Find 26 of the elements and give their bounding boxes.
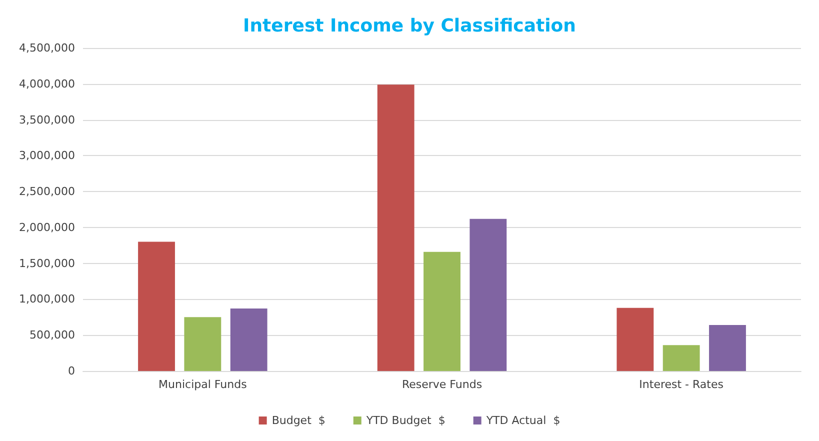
bar	[377, 84, 414, 371]
bar	[662, 345, 700, 371]
y-tick-label: 2,500,000	[19, 185, 75, 198]
y-tick-label: 500,000	[30, 328, 75, 342]
legend-label: YTD Budget $	[365, 414, 446, 427]
bar	[709, 325, 746, 371]
bar	[184, 317, 222, 371]
y-tick-label: 3,500,000	[19, 113, 75, 126]
y-tick-label: 4,000,000	[19, 77, 75, 90]
legend-label: Budget $	[272, 414, 326, 427]
y-tick-label: 1,000,000	[19, 292, 75, 306]
y-tick-label: 1,500,000	[19, 256, 75, 270]
x-tick-label: Municipal Funds	[158, 378, 248, 391]
bar	[470, 218, 507, 371]
x-tick-label: Interest - Rates	[639, 378, 724, 391]
bar	[230, 308, 268, 371]
chart-title: Interest Income by Classification	[243, 16, 576, 36]
y-tick-label: 3,000,000	[19, 149, 75, 162]
bar	[138, 242, 175, 371]
y-tick-label: 0	[68, 364, 75, 378]
x-tick-label: Reserve Funds	[402, 378, 482, 391]
legend-label: YTD Actual $	[485, 414, 560, 427]
bar	[424, 252, 460, 371]
y-tick-label: 2,000,000	[19, 220, 75, 234]
bar	[616, 308, 654, 371]
y-tick-label: 4,500,000	[19, 42, 75, 54]
